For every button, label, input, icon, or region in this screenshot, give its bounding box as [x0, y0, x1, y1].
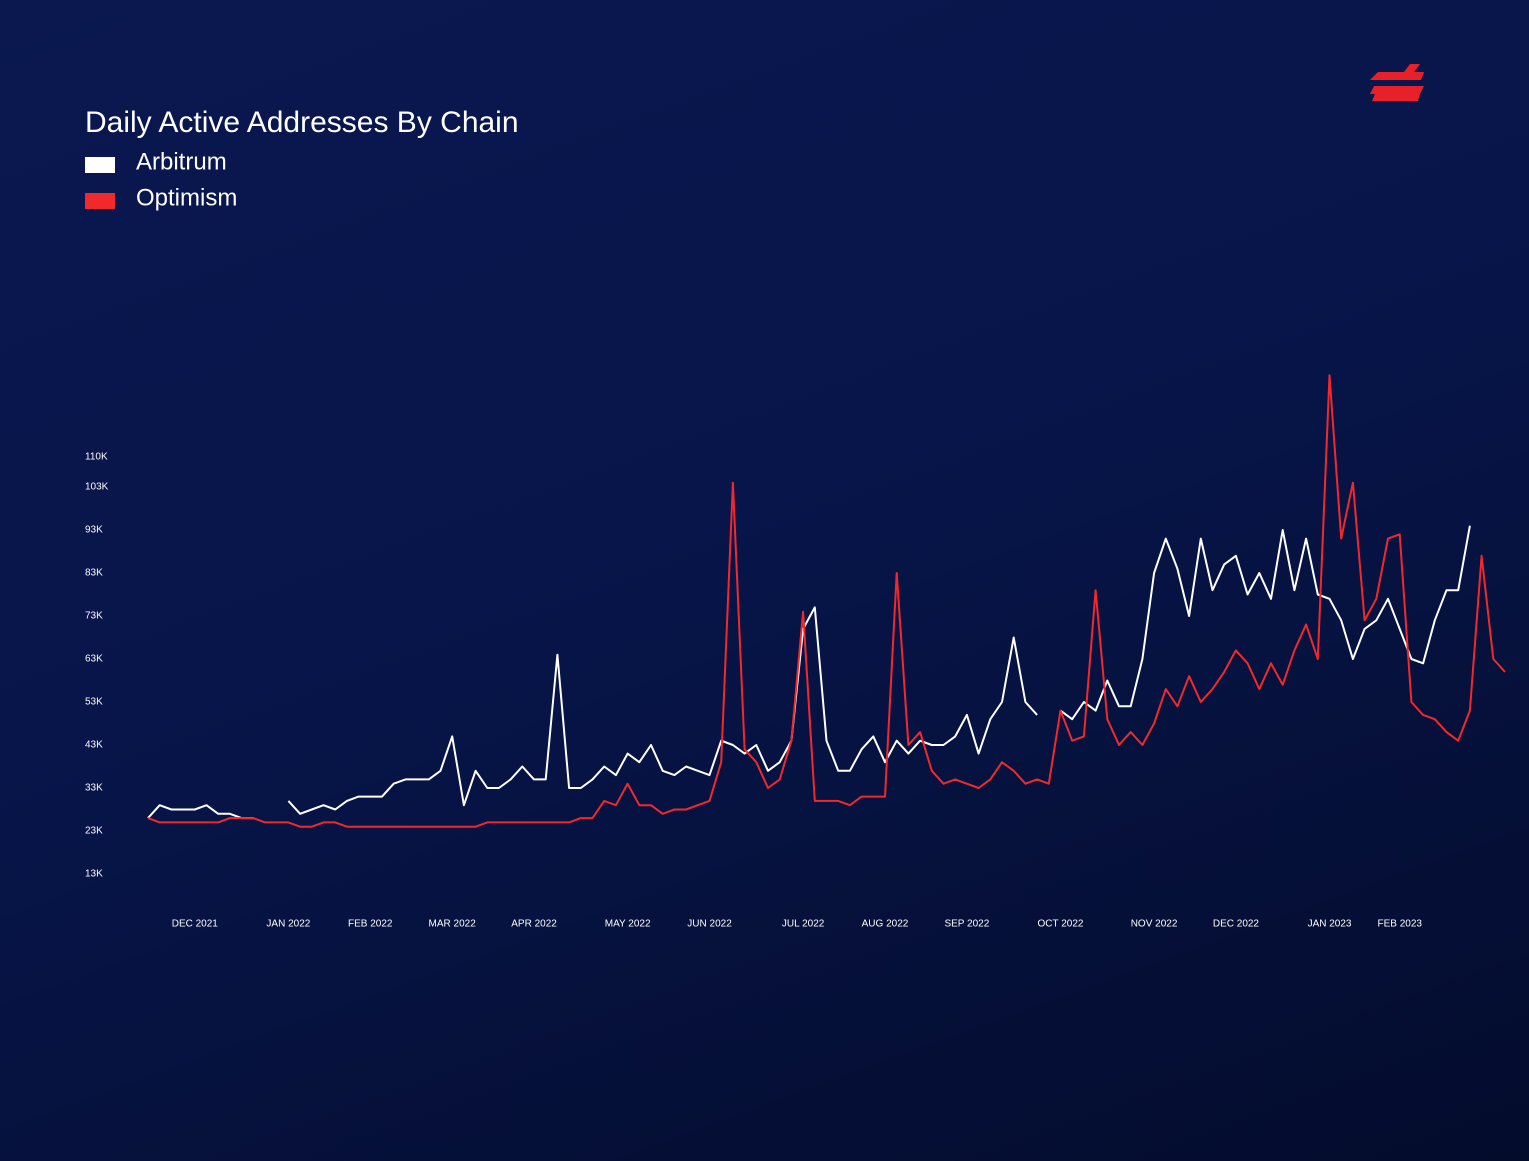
- x-tick-label: JAN 2022: [266, 919, 310, 930]
- y-tick-label: 43K: [85, 740, 103, 751]
- x-tick-label: JUL 2022: [782, 919, 825, 930]
- logo-bar: [1370, 86, 1424, 94]
- y-tick-label: 93K: [85, 525, 103, 536]
- y-tick-label: 33K: [85, 783, 103, 794]
- x-tick-label: MAY 2022: [605, 919, 651, 930]
- chart-title: Daily Active Addresses By Chain: [85, 106, 519, 139]
- logo-bar: [1372, 94, 1420, 101]
- x-tick-label: FEB 2022: [348, 919, 393, 930]
- x-tick-label: JAN 2023: [1308, 919, 1352, 930]
- y-tick-label: 110K: [85, 452, 108, 463]
- logo-bar: [1370, 72, 1424, 80]
- x-tick-label: APR 2022: [511, 919, 557, 930]
- y-tick-label: 83K: [85, 568, 103, 579]
- series-line: [147, 374, 1506, 828]
- x-tick-label: NOV 2022: [1131, 919, 1178, 930]
- logo: [1370, 64, 1424, 101]
- legend-label: Optimism: [136, 184, 237, 211]
- y-tick-label: 63K: [85, 654, 103, 665]
- x-tick-label: SEP 2022: [944, 919, 989, 930]
- legend-swatch: [85, 157, 115, 173]
- x-tick-label: JUN 2022: [687, 919, 732, 930]
- y-tick-label: 53K: [85, 697, 103, 708]
- x-tick-label: DEC 2022: [1213, 919, 1260, 930]
- x-tick-label: OCT 2022: [1037, 919, 1083, 930]
- y-tick-label: 103K: [85, 482, 109, 493]
- legend-label: Arbitrum: [136, 148, 227, 175]
- x-tick-label: DEC 2021: [172, 919, 219, 930]
- y-tick-label: 23K: [85, 826, 103, 837]
- series-line: [147, 525, 1471, 820]
- x-tick-label: MAR 2022: [429, 919, 477, 930]
- logo-bar: [1398, 64, 1420, 80]
- x-tick-label: FEB 2023: [1377, 919, 1422, 930]
- legend-swatch: [85, 193, 115, 209]
- y-tick-label: 73K: [85, 611, 103, 622]
- y-tick-label: 13K: [85, 869, 103, 880]
- x-tick-label: AUG 2022: [862, 919, 909, 930]
